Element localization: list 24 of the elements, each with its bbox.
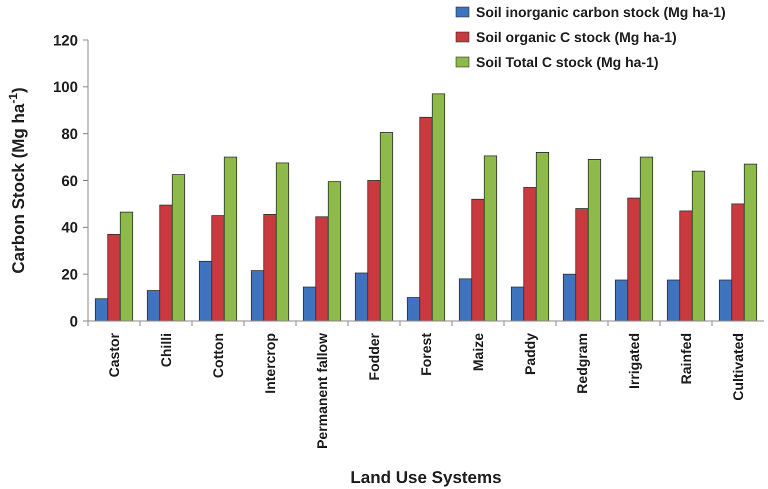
x-axis-title: Land Use Systems <box>350 468 502 487</box>
x-tick-label: Rainfed <box>678 333 694 384</box>
y-tick-label: 120 <box>52 32 78 50</box>
x-tick-label: Maize <box>470 332 486 372</box>
x-tick-label: Cotton <box>210 333 226 378</box>
y-tick-label: 20 <box>61 266 78 284</box>
y-tick-label: 80 <box>61 126 78 143</box>
x-tick-label: Permanent fallow <box>314 332 330 449</box>
legend-label: Soil inorganic carbon stock (Mg ha-1) <box>476 4 726 20</box>
x-tick-label: Cultivated <box>730 333 746 401</box>
legend-label: Soil organic C stock (Mg ha-1) <box>476 28 677 45</box>
y-tick-label: 0 <box>70 313 78 330</box>
x-tick-label: Redgram <box>574 333 590 394</box>
legend-label: Soil Total C stock (Mg ha-1) <box>476 54 659 70</box>
x-tick-label: Intercrop <box>262 333 278 394</box>
x-tick-label: Chilli <box>158 333 174 368</box>
y-tick-label: 60 <box>61 172 78 190</box>
x-tick-label: Irrigated <box>626 333 642 390</box>
y-tick-label: 100 <box>52 79 78 96</box>
x-tick-label: Forest <box>418 332 434 376</box>
x-tick-label: Paddy <box>522 332 538 376</box>
y-tick-label: 40 <box>61 220 78 237</box>
x-tick-label: Castor <box>106 332 122 378</box>
x-tick-label: Fodder <box>366 332 382 380</box>
